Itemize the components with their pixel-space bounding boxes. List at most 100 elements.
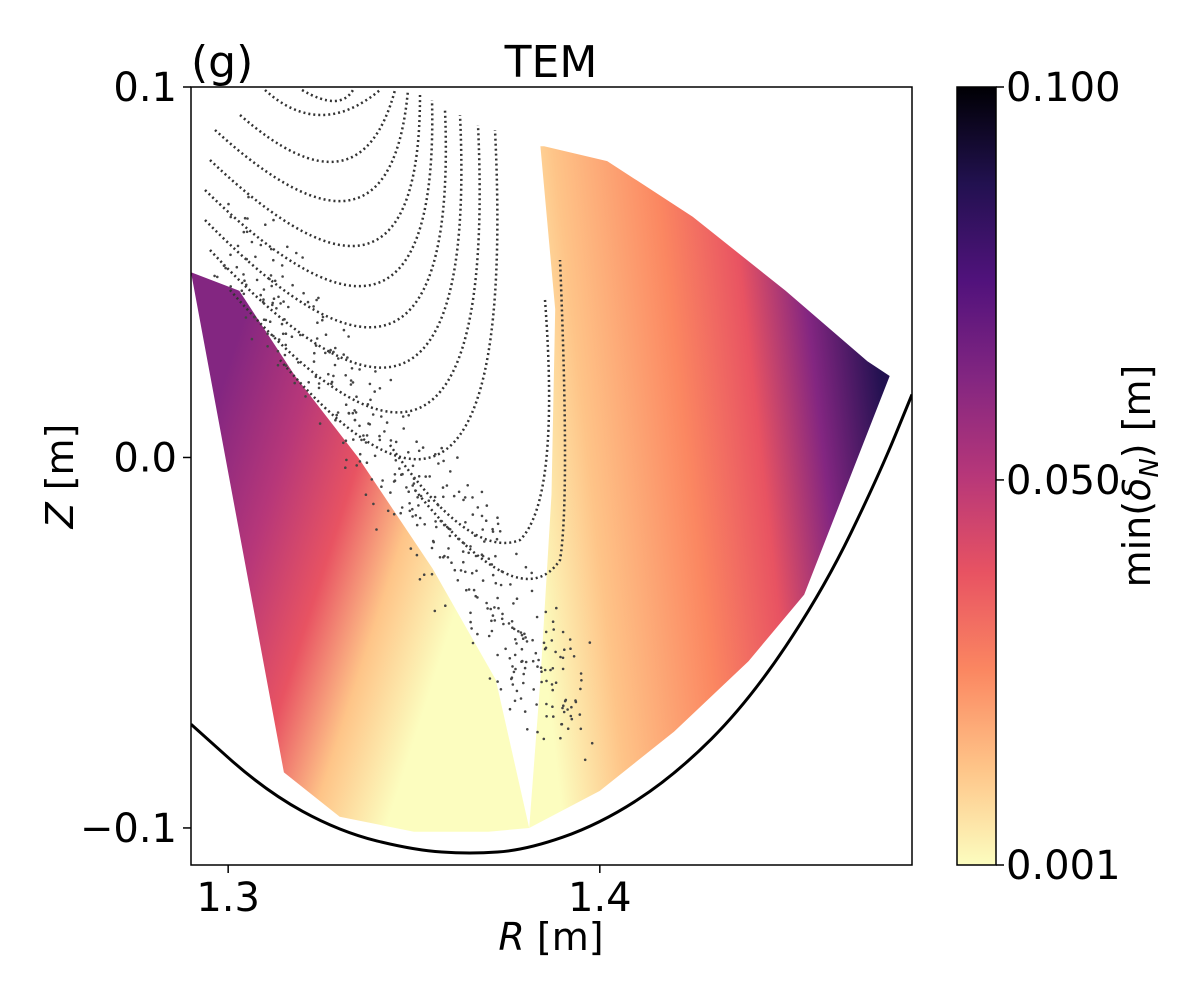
scatter-point [250,240,254,244]
scatter-point [523,710,527,713]
scatter-point [302,291,305,295]
scatter-point [448,528,452,531]
scatter-point [519,631,523,634]
scatter-point [271,301,275,305]
scatter-point [284,364,288,367]
scatter-point [551,667,555,670]
x-tick-label: 1.3 [196,875,260,921]
scatter-point [513,653,517,657]
colorbar-tick-label: 0.050 [1006,458,1121,504]
scatter-point [423,523,427,526]
scatter-point [474,594,478,598]
scatter-point [552,628,555,631]
scatter-point [431,539,435,543]
scatter-point [433,495,437,499]
scatter-point [488,677,492,680]
scatter-point [485,504,489,507]
scatter-point [530,589,534,593]
scatter-point [428,475,432,478]
scatter-point [306,300,310,304]
scatter-point [315,337,319,340]
scatter-point [462,498,465,502]
scatter-point [394,459,398,462]
scatter-point [408,509,412,513]
scatter-point [358,424,361,428]
scatter-point [509,583,512,586]
scatter-point [418,516,422,520]
scatter-point [430,546,434,550]
scatter-point [342,441,345,445]
scatter-point [368,382,372,386]
scatter-point [314,344,318,347]
scatter-point [368,423,372,426]
scatter-point [291,283,294,287]
scatter-point [542,737,546,741]
scatter-point [521,637,525,640]
scatter-point [236,244,240,248]
scatter-point [545,715,548,718]
scatter-point [483,540,486,543]
scatter-point [344,374,348,377]
scatter-point [562,704,565,707]
scatter-point [559,736,562,740]
scatter-point [224,266,227,270]
scatter-point [337,357,340,360]
scatter-point [407,414,411,417]
scatter-point [424,475,428,478]
scatter-point [524,660,528,664]
scatter-point [411,484,415,487]
scatter-point [264,318,268,322]
scatter-point [435,525,438,529]
scatter-point [457,537,460,541]
scatter-point [569,714,573,718]
scatter-point [535,615,539,619]
scatter-point [490,563,494,566]
colorbar-label-sub: N [1135,458,1165,477]
scatter-point [358,368,361,371]
scatter-point [407,451,410,454]
scatter-point [496,516,499,519]
scatter-point [316,321,319,325]
scatter-point [563,648,566,651]
scatter-point [508,707,512,711]
scatter-point [229,285,232,288]
scatter-point [572,655,576,658]
scatter-point [496,596,499,600]
scatter-point [281,275,284,278]
scatter-point [307,381,311,384]
colorbar-ticks: 0.001 0.050 0.100 [996,65,1121,889]
scatter-point [411,515,414,518]
scatter-point [347,411,351,415]
scatter-point [401,415,405,418]
y-tick-label: −0.1 [80,806,177,852]
scatter-point [579,672,583,675]
scatter-point [494,554,497,558]
scatter-point [270,284,274,288]
scatter-point [561,706,564,710]
scatter-point [473,534,477,537]
scatter-point [490,619,493,623]
scatter-point [514,667,517,671]
scatter-point [321,315,325,319]
colorbar [956,86,997,866]
scatter-point [259,293,263,297]
scatter-point [280,322,284,326]
scatter-point [378,438,382,442]
scatter-point [463,496,467,499]
scatter-point [222,264,226,268]
scatter-point [542,641,546,645]
scatter-point [417,449,421,453]
scatter-point [512,602,515,605]
scatter-point [366,403,370,406]
scatter-point [269,247,273,251]
scatter-point [433,609,437,613]
scatter-point [365,461,369,465]
scatter-point [398,467,401,470]
scatter-point [247,195,250,199]
scatter-point [493,619,497,622]
scatter-point [520,633,524,637]
scatter-point [496,522,500,526]
plot-frame [190,86,913,866]
scatter-point [561,656,565,660]
scatter-point [245,283,248,287]
